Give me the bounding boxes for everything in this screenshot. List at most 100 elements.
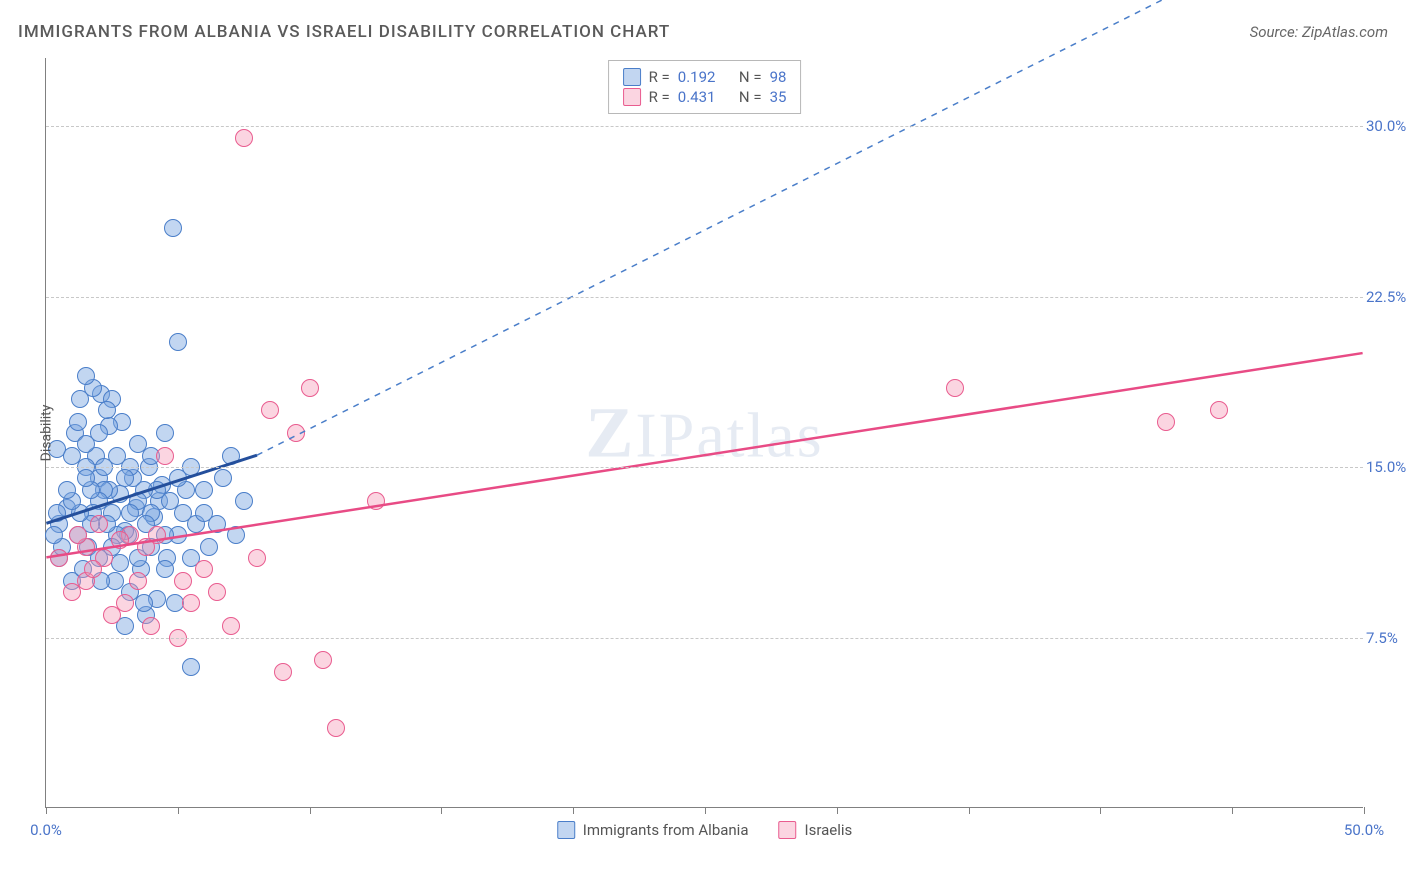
series1-point [77,367,95,385]
series1-point [77,469,95,487]
legend-correlation: R = 0.192 N = 98 R = 0.431 N = 35 [608,60,802,114]
series1-point [200,538,218,556]
swatch-series1 [623,68,641,86]
series2-point [142,617,160,635]
series1-point [48,504,66,522]
series2-point [129,572,147,590]
legend-series: Immigrants from Albania Israelis [545,821,865,839]
series2-point [111,531,129,549]
y-tick-label: 22.5% [1366,288,1406,306]
series2-point [327,719,345,737]
series1-point [169,333,187,351]
series2-point [1210,401,1228,419]
x-tick [1364,807,1365,814]
x-tick [178,807,179,814]
series1-point [156,424,174,442]
swatch-series1 [557,821,575,839]
series1-point [164,219,182,237]
series1-point [129,435,147,453]
x-tick [441,807,442,814]
r-label: R = [649,88,670,106]
n-value-series1: 98 [770,68,787,86]
series1-point [169,469,187,487]
series2-point [182,594,200,612]
series1-point [111,554,129,572]
plot-area: ZIPatlas R = 0.192 N = 98 R = 0.431 N = … [45,58,1363,808]
series2-point [69,526,87,544]
series1-point [195,481,213,499]
y-tick-label: 30.0% [1366,117,1406,135]
swatch-series2 [778,821,796,839]
series1-point [98,401,116,419]
series2-point [946,379,964,397]
x-tick [1232,807,1233,814]
trend-lines-layer [46,58,1363,807]
y-tick-label: 7.5% [1366,629,1406,647]
series2-point [367,492,385,510]
series2-point [50,549,68,567]
series1-point [58,481,76,499]
series2-point [156,447,174,465]
r-value-series2: 0.431 [678,88,716,106]
series1-point [156,560,174,578]
x-tick [310,807,311,814]
x-tick-label: 0.0% [30,821,62,839]
x-tick [573,807,574,814]
x-tick [705,807,706,814]
series2-point [248,549,266,567]
grid-line [46,297,1363,298]
chart-title: IMMIGRANTS FROM ALBANIA VS ISRAELI DISAB… [18,22,670,42]
x-tick [46,807,47,814]
swatch-series2 [623,88,641,106]
n-label: N = [739,88,762,106]
series2-point [90,515,108,533]
legend-row-series1: R = 0.192 N = 98 [623,68,787,86]
legend-item-series1: Immigrants from Albania [557,821,749,839]
n-value-series2: 35 [770,88,787,106]
series2-point [235,129,253,147]
series1-point [235,492,253,510]
r-value-series1: 0.192 [678,68,716,86]
series2-point [84,560,102,578]
r-label: R = [649,68,670,86]
series2-point [174,572,192,590]
series2-name: Israelis [804,821,852,839]
series2-point [222,617,240,635]
y-tick-label: 15.0% [1366,458,1406,476]
x-tick-label: 50.0% [1344,821,1384,839]
series2-point [195,560,213,578]
series2-point [208,583,226,601]
series1-name: Immigrants from Albania [583,821,749,839]
grid-line [46,126,1363,127]
series1-point [71,390,89,408]
series2-point [63,583,81,601]
grid-line [46,638,1363,639]
series1-point [182,658,200,676]
watermark: ZIPatlas [585,391,823,474]
series1-point [222,447,240,465]
y-axis-label: Disability [38,405,54,462]
series2-point [103,606,121,624]
series2-point [314,651,332,669]
legend-item-series2: Israelis [778,821,852,839]
series1-point [227,526,245,544]
x-tick [837,807,838,814]
series2-point [1157,413,1175,431]
series1-point [69,413,87,431]
grid-line [46,467,1363,468]
series2-point [137,538,155,556]
x-tick [1100,807,1101,814]
series2-point [261,401,279,419]
series2-point [301,379,319,397]
series1-point [195,504,213,522]
legend-row-series2: R = 0.431 N = 35 [623,88,787,106]
n-label: N = [739,68,762,86]
series1-point [121,504,139,522]
series2-point [287,424,305,442]
series2-point [274,663,292,681]
series1-point [45,526,63,544]
x-tick [969,807,970,814]
series1-point [214,469,232,487]
series1-point [63,447,81,465]
plot-container: ZIPatlas R = 0.192 N = 98 R = 0.431 N = … [45,58,1363,808]
